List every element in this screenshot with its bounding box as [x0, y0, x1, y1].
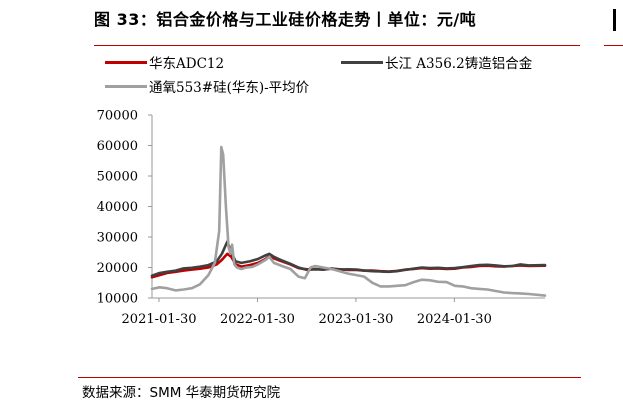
legend-swatch-adc12 — [105, 60, 147, 64]
title-divider — [94, 45, 580, 46]
x-tick-label: 2022-01-30 — [220, 312, 295, 327]
adjacent-figure-divider — [604, 45, 623, 46]
y-tick-label: 40000 — [97, 200, 138, 215]
legend-label-si553: 通氧553#硅(华东)-平均价 — [149, 80, 310, 96]
series-line-si553 — [150, 145, 547, 297]
page-title: 图 33：铝合金价格与工业硅价格走势丨单位：元/吨 — [94, 10, 477, 29]
legend-label-adc12: 华东ADC12 — [149, 56, 225, 72]
legend-item-adc12: 华东ADC12 — [105, 52, 224, 72]
adjacent-figure-marker — [613, 9, 616, 31]
legend-item-a356: 长江 A356.2铸造铝合金 — [341, 52, 532, 72]
y-tick-label: 70000 — [97, 109, 138, 124]
series-lines — [150, 145, 547, 297]
legend-swatch-a356 — [341, 60, 383, 64]
x-tick-label: 2024-01-30 — [417, 312, 492, 327]
y-tick-label: 10000 — [97, 292, 138, 307]
x-axis: 2021-01-30 2022-01-30 2023-01-30 2024-01-30 — [122, 297, 545, 327]
y-tick-label: 30000 — [97, 231, 138, 246]
source-note: 数据来源：SMM 华泰期货研究院 — [82, 385, 281, 401]
x-tick-label: 2023-01-30 — [318, 312, 393, 327]
y-axis: 10000 20000 30000 40000 50000 60000 70000 — [97, 109, 153, 307]
y-tick-label: 20000 — [97, 261, 138, 276]
x-tick-label: 2021-01-30 — [122, 312, 197, 327]
footer-divider — [78, 377, 581, 378]
y-tick-label: 50000 — [97, 170, 138, 185]
legend-swatch-si553 — [105, 84, 147, 88]
y-tick-label: 60000 — [97, 139, 138, 154]
legend-item-si553: 通氧553#硅(华东)-平均价 — [105, 76, 309, 96]
legend-label-a356: 长江 A356.2铸造铝合金 — [385, 56, 533, 72]
